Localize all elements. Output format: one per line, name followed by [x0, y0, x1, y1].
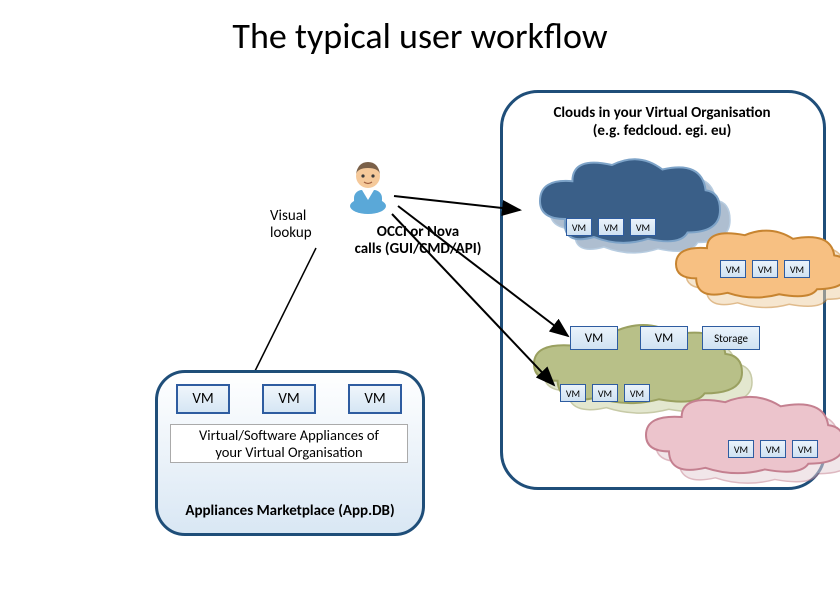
- vm-box: VM: [752, 260, 778, 278]
- appliances-label-l1: Virtual/Software Appliances of: [199, 426, 379, 444]
- user-icon: [344, 156, 392, 219]
- visual-lookup-l1: Visual: [270, 207, 306, 225]
- vm-box: VM: [792, 440, 818, 458]
- clouds-title-line1: Clouds in your Virtual Organisation: [553, 104, 770, 122]
- appliances-label: Virtual/Software Appliances of your Virt…: [170, 424, 408, 463]
- vm-box: VM: [630, 218, 656, 236]
- vm-box-med: VM: [570, 326, 618, 350]
- vm-box: VM: [592, 384, 618, 402]
- vm-box: VM: [598, 218, 624, 236]
- vm-box: VM: [560, 384, 586, 402]
- clouds-title-line2: (e.g. fedcloud. egi. eu): [593, 122, 732, 140]
- marketplace-label: Appliances Marketplace (App.DB): [168, 502, 412, 520]
- page-title: The typical user workflow: [0, 14, 840, 58]
- clouds-title: Clouds in your Virtual Organisation (e.g…: [512, 104, 812, 140]
- appliance-vm: VM: [262, 384, 316, 414]
- visual-lookup-label: Visual lookup: [270, 208, 330, 241]
- appliance-vm: VM: [348, 384, 402, 414]
- occi-label: OCCI or Nova calls (GUI/CMD/API): [328, 224, 508, 259]
- clouds-container: [500, 90, 826, 490]
- occi-l2: calls (GUI/CMD/API): [355, 240, 482, 258]
- vm-box: VM: [760, 440, 786, 458]
- occi-l1: OCCI or Nova: [377, 223, 459, 241]
- appliance-vm: VM: [176, 384, 230, 414]
- vm-box: VM: [566, 218, 592, 236]
- storage-box: Storage: [702, 326, 760, 350]
- vm-box: VM: [728, 440, 754, 458]
- vm-box: VM: [784, 260, 810, 278]
- vm-box-med: VM: [640, 326, 688, 350]
- vm-box: VM: [720, 260, 746, 278]
- vm-box: VM: [624, 384, 650, 402]
- visual-lookup-l2: lookup: [270, 224, 312, 242]
- appliances-label-l2: your Virtual Organisation: [215, 443, 362, 461]
